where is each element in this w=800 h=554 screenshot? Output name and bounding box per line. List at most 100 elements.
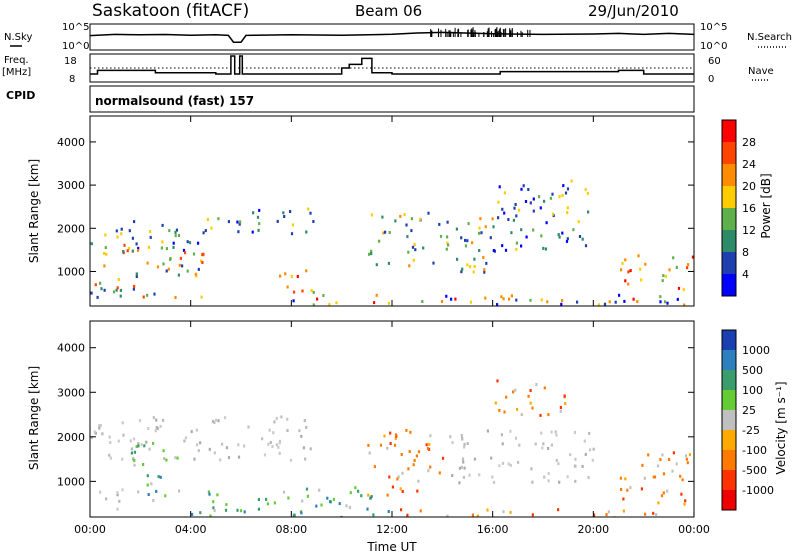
colorbar-segment [722, 350, 736, 371]
velocity-cell [550, 443, 553, 447]
noise-right-label: N.Search [747, 32, 792, 43]
velocity-cell [408, 450, 411, 453]
velocity-cell [429, 434, 432, 438]
velocity-cell [154, 429, 157, 433]
velocity-cell [462, 475, 465, 479]
power-panel-frame [89, 115, 695, 307]
power-cell [168, 229, 171, 233]
velocity-cell [409, 430, 412, 434]
power-cell [131, 236, 134, 240]
power-cell [515, 247, 518, 251]
velocity-cell [529, 389, 532, 392]
velocity-cell [372, 513, 375, 517]
y-tick-label: 4000 [57, 136, 85, 149]
velocity-cell [660, 494, 664, 498]
power-cell [446, 220, 449, 224]
power-cell [624, 258, 627, 262]
power-cell [202, 231, 205, 235]
velocity-cell [473, 457, 476, 461]
power-cell [614, 300, 617, 304]
velocity-cell [626, 488, 629, 492]
power-cell [421, 300, 424, 303]
colorbar-tick-label: 12 [742, 224, 756, 237]
power-cell [210, 226, 213, 230]
power-colorbar: 28 24 20 16 12 8 4 [721, 119, 756, 297]
velocity-cell [315, 504, 318, 508]
velocity-cell [407, 467, 410, 471]
power-cell [403, 213, 406, 217]
velocity-cell [458, 481, 461, 485]
velocity-cell [157, 475, 160, 479]
power-cell [627, 270, 630, 274]
velocity-cell [236, 508, 239, 512]
power-cell [116, 286, 119, 290]
power-cell [252, 211, 255, 215]
velocity-cell [225, 503, 228, 507]
velocity-cell [269, 441, 272, 444]
power-cell [312, 290, 315, 294]
power-cell [603, 302, 607, 306]
velocity-cell [666, 489, 669, 493]
velocity-cell [657, 501, 660, 505]
power-cell [460, 236, 463, 240]
velocity-cell [662, 491, 665, 495]
velocity-cell [272, 431, 275, 435]
velocity-cell [266, 502, 269, 506]
power-cell [115, 229, 118, 233]
colorbar-frame [721, 329, 737, 511]
power-cell [581, 237, 584, 241]
power-cell [90, 291, 93, 295]
power-cell [578, 235, 582, 238]
power-cell [204, 229, 207, 233]
velocity-cell [320, 503, 323, 507]
power-cell [597, 303, 600, 306]
velocity-cell [686, 461, 689, 465]
power-cell [227, 220, 230, 224]
velocity-cell [273, 501, 276, 505]
colorbar-tick-label: 100 [742, 384, 763, 397]
velocity-cell [165, 458, 168, 462]
power-cell [644, 262, 647, 266]
power-cell [194, 272, 197, 276]
x-axis-label: Time UT [366, 540, 417, 554]
velocity-cell [529, 401, 532, 405]
power-cell [282, 211, 285, 215]
velocity-cell [401, 471, 404, 475]
colorbar-segment [722, 164, 736, 187]
power-cell [169, 257, 172, 261]
velocity-cell [641, 463, 644, 467]
velocity-cell [108, 435, 111, 439]
power-cell [504, 248, 508, 252]
power-cell [473, 257, 476, 261]
velocity-cell [184, 436, 187, 440]
velocity-cell [505, 395, 508, 399]
power-cell [310, 289, 313, 292]
power-cell [119, 288, 122, 292]
velocity-cell [393, 443, 397, 447]
power-cell [478, 226, 481, 230]
power-cell [128, 229, 131, 233]
velocity-cell [679, 474, 682, 478]
colorbar-segment [722, 450, 736, 471]
velocity-cell [643, 476, 646, 480]
velocity-cell [396, 477, 399, 481]
power-cell [286, 285, 289, 289]
power-cell [485, 261, 488, 265]
power-cell [413, 243, 416, 247]
velocity-cell [555, 433, 558, 437]
colorbar-segment [722, 230, 736, 253]
velocity-cell [174, 456, 177, 460]
power-cell [133, 220, 136, 224]
power-cell [192, 252, 196, 256]
velocity-cell [502, 510, 505, 514]
y-tick-label: 3000 [57, 386, 85, 399]
power-cell [206, 218, 209, 221]
velocity-cell [425, 443, 428, 447]
power-cell [640, 278, 643, 282]
velocity-cell [405, 428, 408, 432]
velocity-cell [211, 419, 215, 423]
colorbar-tick-label: -100 [742, 444, 767, 457]
power-cell [291, 223, 295, 227]
power-cell [502, 297, 505, 301]
